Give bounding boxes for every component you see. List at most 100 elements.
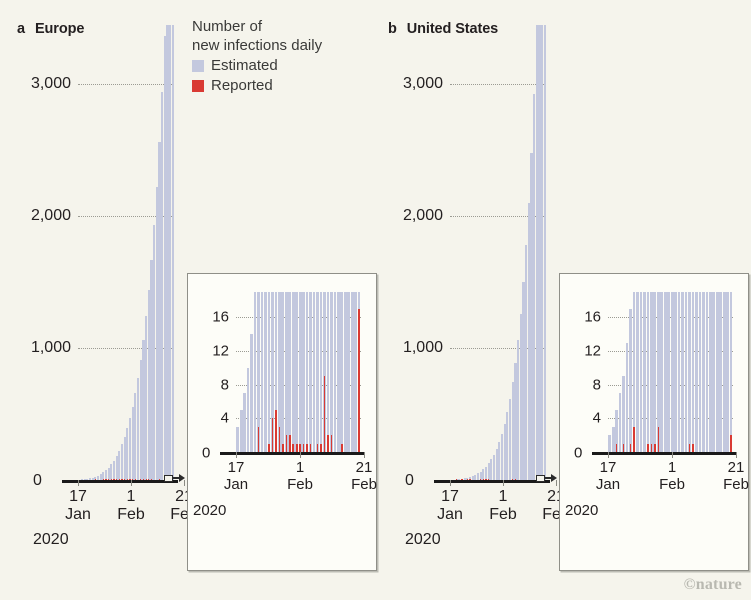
- bar-group: [726, 292, 730, 452]
- bar-estimated: [684, 292, 688, 452]
- bar-estimated: [309, 292, 312, 452]
- bar-estimated: [126, 428, 129, 480]
- bar-estimated: [83, 479, 86, 480]
- bar-estimated: [466, 477, 469, 480]
- bar-estimated: [474, 474, 477, 480]
- bar-estimated: [121, 444, 124, 480]
- panel-b-header: b United States: [388, 21, 498, 37]
- panel-a-header: a Europe: [17, 21, 84, 37]
- bar-estimated: [477, 473, 480, 480]
- xtick-label-europe-inset-2: 21 Feb: [351, 459, 377, 493]
- bar-estimated: [705, 292, 709, 452]
- bar-estimated: [305, 292, 309, 452]
- bar-reported: [650, 443, 653, 452]
- axis-line-europe-inset: [220, 452, 365, 455]
- bar-estimated: [271, 292, 274, 452]
- bar-estimated: [629, 308, 632, 452]
- bar-estimated: [291, 292, 295, 452]
- bar-group: [257, 292, 260, 452]
- bar-estimated: [295, 292, 299, 452]
- bar-estimated: [726, 292, 730, 452]
- bar-estimated: [330, 292, 333, 452]
- zoom-stem-icon: [545, 477, 551, 479]
- bar-estimated: [110, 464, 113, 480]
- bar-series-container: [236, 292, 361, 452]
- bar-estimated: [636, 292, 639, 452]
- bar-group: [302, 292, 305, 452]
- bar-estimated: [145, 316, 148, 480]
- bar-reported: [629, 443, 632, 452]
- bar-estimated: [543, 25, 546, 480]
- bar-group: [260, 292, 264, 452]
- bar-reported: [456, 479, 458, 480]
- bar-estimated: [281, 292, 285, 452]
- bar-estimated: [517, 340, 520, 480]
- xtick-mark: [736, 452, 737, 458]
- year-label-europe-inset: 2020: [193, 502, 227, 519]
- bar-reported: [121, 479, 123, 480]
- bar-group: [450, 25, 453, 480]
- bar-group: [715, 292, 719, 452]
- bar-estimated: [113, 460, 116, 480]
- bar-estimated: [719, 292, 723, 452]
- bar-estimated: [274, 292, 278, 452]
- bar-group: [330, 292, 333, 452]
- bar-estimated: [514, 363, 517, 480]
- axis-line-us-main: [434, 480, 550, 483]
- bar-group: [129, 25, 132, 480]
- bar-estimated: [105, 470, 108, 480]
- bar-group: [284, 292, 288, 452]
- ytick-label-europe-inset-0: 0: [202, 444, 211, 462]
- bar-group: [86, 25, 89, 480]
- legend-heading: Number of new infections daily: [192, 18, 323, 55]
- bar-estimated: [463, 478, 466, 480]
- bar-estimated: [493, 454, 496, 480]
- bar-estimated: [86, 478, 89, 480]
- bar-group: [466, 25, 469, 480]
- bar-estimated: [660, 292, 664, 452]
- xtick-mark: [131, 480, 132, 486]
- xticks-europe-main: [62, 480, 185, 486]
- bar-estimated: [264, 292, 267, 452]
- bar-group: [530, 25, 533, 480]
- xtick-mark: [450, 480, 451, 486]
- ytick-label: 8: [220, 376, 229, 394]
- bar-estimated: [155, 186, 158, 480]
- bar-group: [340, 292, 344, 452]
- bar-group: [670, 292, 674, 452]
- legend-item-estimated: Estimated: [192, 56, 377, 75]
- bar-group: [110, 25, 113, 480]
- bar-reported: [271, 418, 274, 452]
- bar-group: [463, 25, 466, 480]
- nature-credit: ©nature: [683, 576, 742, 593]
- bar-estimated: [158, 142, 161, 480]
- bar-group: [97, 25, 100, 480]
- gridline: [608, 384, 733, 386]
- bar-estimated: [243, 393, 247, 452]
- bar-estimated: [615, 409, 619, 452]
- bar-group: [291, 292, 295, 452]
- bar-group: [477, 25, 480, 480]
- bar-group: [509, 25, 512, 480]
- panel-b-letter: b: [388, 21, 397, 37]
- bar-group: [674, 292, 677, 452]
- xtick-mark: [503, 480, 504, 486]
- bar-estimated: [681, 292, 684, 452]
- bar-reported: [113, 479, 115, 480]
- bar-reported: [268, 443, 270, 452]
- bar-reported: [309, 443, 312, 452]
- axis-line-us-inset: [592, 452, 737, 455]
- bar-estimated: [632, 292, 636, 452]
- bar-group: [643, 292, 646, 452]
- bar-group: [702, 292, 705, 452]
- ytick-label: 3,000: [30, 75, 71, 93]
- bar-estimated: [722, 292, 726, 452]
- bar-group: [142, 25, 145, 480]
- bar-group: [719, 292, 723, 452]
- ytick-label: 4: [592, 409, 601, 427]
- bar-group: [309, 292, 312, 452]
- bar-group: [131, 25, 134, 480]
- bar-group: [722, 292, 726, 452]
- axis-line-europe-main: [62, 480, 178, 483]
- bar-reported: [654, 443, 656, 452]
